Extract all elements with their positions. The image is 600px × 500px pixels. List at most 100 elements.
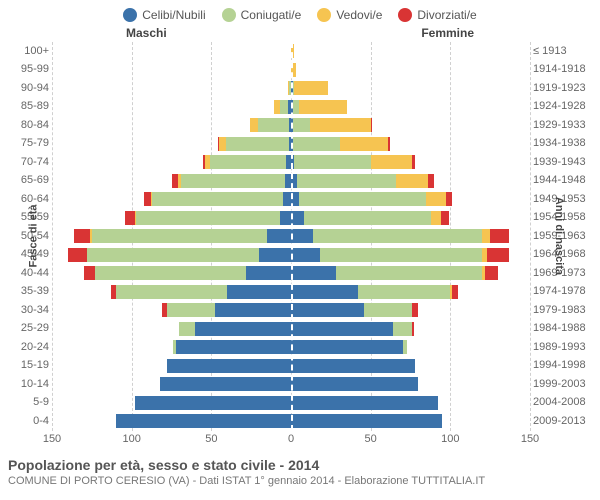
female-half [291,394,530,413]
female-half [291,42,530,61]
bar-segment [167,359,291,373]
bar-segment [293,137,341,151]
chart-subtitle: COMUNE DI PORTO CERESIO (VA) - Dati ISTA… [8,475,592,487]
bar-segment [92,229,267,243]
male-half [52,394,291,413]
bar-segment [291,285,358,299]
x-axis-ticks: 15010050050100150 [52,433,530,447]
bar-segment [95,266,246,280]
bar-segment [291,322,393,336]
bar-segment [291,359,415,373]
male-half [52,42,291,61]
male-half [52,357,291,376]
age-tick: 40-44 [6,268,52,279]
female-half [291,412,530,431]
legend-label: Divorziati/e [417,8,476,22]
bar-segment [215,303,291,317]
bar-segment [310,118,371,132]
x-tick: 150 [521,433,539,445]
bar-segment [294,155,370,169]
male-half [52,320,291,339]
y-axis-label-right: Anni di nascita [553,197,565,275]
x-tick: 50 [365,433,377,445]
bar-segment [490,229,509,243]
birth-tick: 1944-1948 [530,175,594,186]
birth-tick: 1914-1918 [530,64,594,75]
female-half [291,375,530,394]
bar-segment [291,266,336,280]
female-half [291,283,530,302]
female-half [291,227,530,246]
bar-segment [291,248,320,262]
bar-segment [294,81,327,95]
legend-swatch [123,8,137,22]
bar-segment [167,303,215,317]
birth-tick: 1984-1988 [530,323,594,334]
bar-segment [84,266,95,280]
bar-segment [412,155,415,169]
age-tick: 15-19 [6,360,52,371]
age-tick: 25-29 [6,323,52,334]
bar-segment [299,100,347,114]
bar-segment [291,303,364,317]
male-half [52,172,291,191]
age-tick: 100+ [6,46,52,57]
age-tick: 80-84 [6,120,52,131]
legend-item: Celibi/Nubili [123,8,205,22]
bar-segment [293,118,311,132]
age-tick: 35-39 [6,286,52,297]
female-half [291,61,530,80]
center-line [291,42,293,431]
age-tick: 60-64 [6,194,52,205]
bar-segment [452,285,458,299]
female-half [291,264,530,283]
bar-segment [283,192,291,206]
male-half [52,61,291,80]
bar-segment [176,340,291,354]
age-tick: 10-14 [6,379,52,390]
female-half [291,209,530,228]
bar-segment [299,192,426,206]
birth-tick: 2004-2008 [530,397,594,408]
x-tick: 0 [288,433,294,445]
bar-segment [446,192,452,206]
birth-tick: 1939-1943 [530,157,594,168]
legend-item: Divorziati/e [398,8,476,22]
age-tick: 0-4 [6,416,52,427]
bar-segment [68,248,87,262]
bar-segment [280,100,288,114]
bar-segment [135,396,291,410]
header-male: Maschi [126,26,167,40]
bars-container [52,42,530,431]
bar-segment [412,322,414,336]
male-half [52,246,291,265]
column-headers: Maschi Femmine [6,26,594,42]
header-female: Femmine [421,26,474,40]
bar-segment [291,414,442,428]
legend-item: Vedovi/e [317,8,382,22]
population-pyramid-chart: Celibi/Nubili Coniugati/e Vedovi/e Divorzia… [0,0,600,500]
birth-tick: 1934-1938 [530,138,594,149]
x-tick: 150 [43,433,61,445]
birth-tick: 1979-1983 [530,305,594,316]
female-half [291,98,530,117]
female-half [291,338,530,357]
bar-segment [396,174,428,188]
legend-swatch [398,8,412,22]
female-half [291,135,530,154]
bar-segment [87,248,259,262]
x-axis: 15010050050100150 [6,433,594,447]
bar-segment [181,174,285,188]
legend-swatch [317,8,331,22]
bar-segment [250,118,258,132]
legend: Celibi/Nubili Coniugati/e Vedovi/e Divorzia… [6,8,594,22]
age-tick: 95-99 [6,64,52,75]
birth-tick: 1994-1998 [530,360,594,371]
legend-item: Coniugati/e [222,8,302,22]
birth-tick: 1924-1928 [530,101,594,112]
birth-tick: 1974-1978 [530,286,594,297]
male-half [52,301,291,320]
male-half [52,135,291,154]
male-half [52,153,291,172]
age-tick: 20-24 [6,342,52,353]
